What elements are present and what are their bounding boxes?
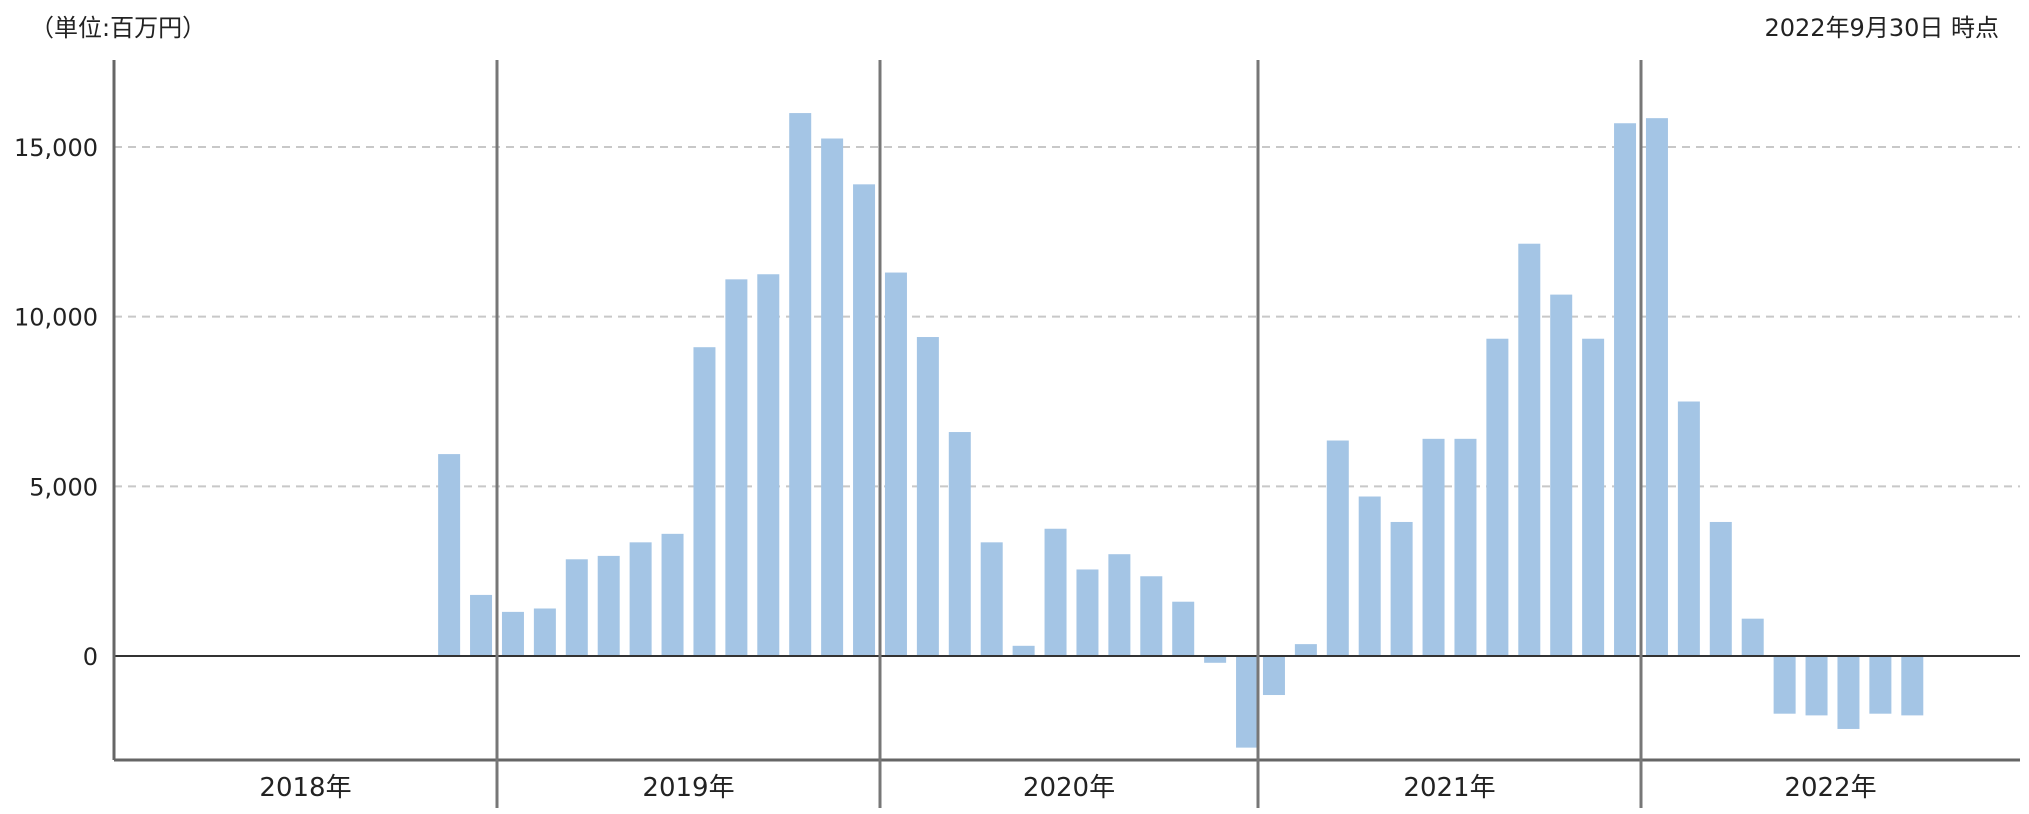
bar	[1108, 554, 1131, 656]
axes	[112, 60, 2020, 808]
bar	[438, 454, 461, 656]
bar	[1518, 243, 1541, 656]
bar	[1326, 440, 1349, 656]
bar	[629, 542, 652, 656]
bar	[1741, 618, 1764, 656]
bar	[1012, 645, 1035, 656]
bar	[1422, 438, 1445, 656]
bar	[884, 272, 907, 656]
bar	[1805, 656, 1828, 716]
bar	[980, 542, 1003, 656]
bar	[1236, 656, 1259, 748]
bar	[1358, 496, 1381, 656]
y-axis-ticks: 0 5,000 10,000 15,000	[14, 134, 98, 671]
bar	[1869, 656, 1892, 714]
bar	[1262, 656, 1285, 696]
bar	[661, 533, 684, 656]
bar	[565, 559, 588, 656]
y-tick-label: 10,000	[14, 304, 98, 332]
x-year-label: 2018年	[259, 773, 351, 803]
bar	[1454, 438, 1477, 656]
bar	[533, 608, 556, 656]
bar	[821, 138, 844, 656]
bar	[725, 279, 748, 656]
bar	[1677, 401, 1700, 656]
bar	[1044, 528, 1067, 656]
x-axis-year-labels: 2018年 2019年 2020年 2021年 2022年	[259, 773, 1876, 803]
bar	[1582, 338, 1605, 656]
y-tick-label: 15,000	[14, 134, 98, 162]
bar	[1645, 118, 1668, 656]
bar	[1709, 521, 1732, 656]
x-year-label: 2019年	[642, 773, 734, 803]
grid-lines	[114, 146, 2020, 488]
bar	[1773, 656, 1796, 714]
x-year-label: 2022年	[1784, 773, 1876, 803]
unit-label: （単位:百万円）	[30, 14, 207, 42]
bar	[1550, 294, 1573, 656]
bar-series	[438, 113, 1924, 748]
bar	[916, 337, 939, 656]
y-tick-label: 0	[83, 643, 98, 671]
as-of-date-label: 2022年9月30日 時点	[1764, 14, 1999, 42]
bar	[1140, 576, 1163, 656]
bar	[1076, 569, 1099, 656]
x-year-label: 2021年	[1403, 773, 1495, 803]
x-year-label: 2020年	[1023, 773, 1115, 803]
bar	[1486, 338, 1509, 656]
bar	[757, 274, 780, 656]
y-tick-label: 5,000	[29, 473, 98, 501]
bar	[1901, 656, 1924, 716]
bar	[1172, 601, 1195, 656]
bar	[597, 555, 620, 656]
bar	[948, 432, 971, 656]
bar	[1614, 123, 1637, 657]
bar	[1390, 521, 1413, 656]
bar	[693, 347, 716, 656]
bar	[1204, 656, 1227, 663]
bar	[789, 113, 812, 657]
bar	[853, 184, 876, 656]
bar	[470, 594, 493, 656]
bar	[1837, 656, 1860, 729]
bar	[501, 611, 524, 656]
bar	[1294, 644, 1317, 656]
